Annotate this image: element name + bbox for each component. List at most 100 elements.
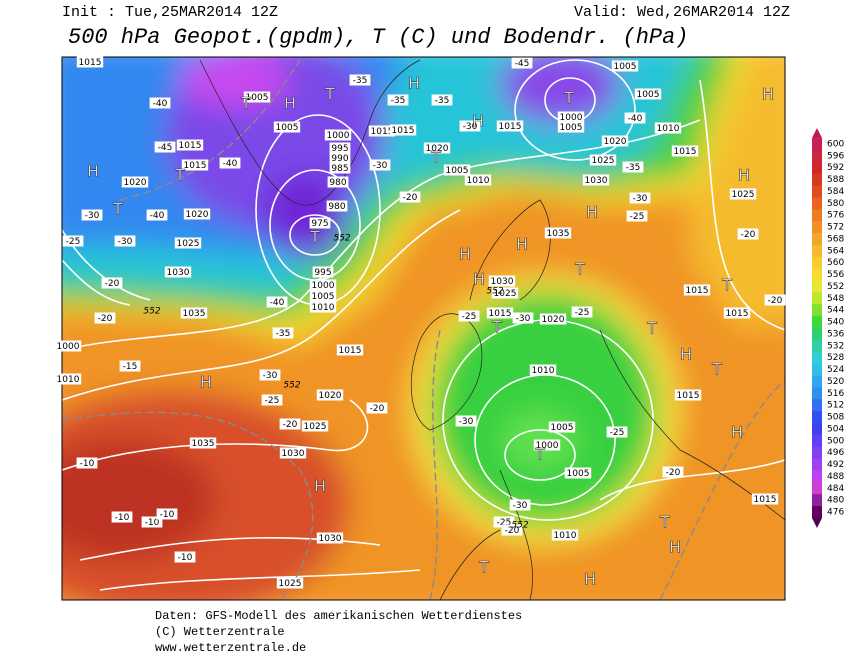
pressure-label: 1025 (732, 190, 755, 200)
temperature-label-bg (154, 141, 176, 153)
temperature-label: -20 (370, 404, 385, 414)
colorbar-tick-label: 488 (827, 472, 844, 482)
colorbar-tick-label: 592 (827, 163, 844, 173)
temperature-label-bg (764, 294, 786, 306)
temperature-label-bg (366, 402, 388, 414)
pressure-label-box: 985 (329, 162, 351, 174)
pressure-label-bg (683, 284, 711, 296)
isohypse-label: 552 (283, 381, 300, 391)
temperature-label-box: -25 (261, 394, 283, 406)
pressure-label-box: 1020 (423, 142, 451, 154)
pressure-label-box: 1035 (544, 227, 572, 239)
temperature-label: -20 (741, 230, 756, 240)
temperature-label-box: -35 (431, 94, 453, 106)
pressure-label-bg (309, 279, 337, 291)
pressure-label-box: 1000 (54, 340, 82, 352)
temperature-label-bg (629, 192, 651, 204)
colorbar-tick-label: 524 (827, 365, 844, 375)
pressure-label-box: 1010 (464, 174, 492, 186)
pressure-label-box: 1030 (164, 266, 192, 278)
colorbar-swatch (812, 233, 822, 246)
pressure-label-bg (276, 577, 304, 589)
temperature-label: -30 (263, 371, 278, 381)
temperature-label-bg (624, 112, 646, 124)
colorbar-tick-label: 552 (827, 282, 844, 292)
temperature-label-box: -25 (493, 516, 515, 528)
pressure-label: 1020 (604, 137, 627, 147)
colorbar-swatch (812, 197, 822, 210)
pressure-label: 1005 (614, 62, 637, 72)
pressure-label: 1010 (57, 375, 80, 385)
colorbar-tick-label: 496 (827, 448, 844, 458)
pressure-label-bg (611, 60, 639, 72)
pressure-label-box: 1015 (76, 56, 104, 68)
temperature-label: -25 (630, 212, 645, 222)
pressure-system: T (240, 94, 251, 113)
temperature-label-box: -30 (629, 192, 651, 204)
pressure-label-bg (544, 227, 572, 239)
pressure-label-box: 1015 (176, 139, 204, 151)
temperature-label-box: -30 (459, 120, 481, 132)
pressure-label-box: 1005 (548, 421, 576, 433)
temperature-label: -40 (150, 211, 165, 221)
temperature-label-bg (174, 551, 196, 563)
pressure-system: T (659, 513, 670, 532)
pressure-label-bg (180, 307, 208, 319)
pressure-label: 1015 (392, 126, 415, 136)
pressure-system: H (87, 162, 99, 181)
pressure-label-bg (634, 88, 662, 100)
temperature-label: -20 (666, 468, 681, 478)
temperature-label: -40 (153, 99, 168, 109)
pressure-label-bg (671, 145, 699, 157)
pressure-label: 1035 (547, 229, 570, 239)
temperature-label: -45 (158, 143, 173, 153)
pressure-label: 1010 (532, 366, 555, 376)
temperature-label-box: -10 (156, 508, 178, 520)
pressure-label-box: 1000 (324, 129, 352, 141)
pressure-label-box: 1015 (486, 307, 514, 319)
colorbar-swatch (812, 411, 822, 424)
isohypse-label: 552 (333, 234, 350, 244)
temperature-label: -40 (628, 114, 643, 124)
pressure-label-bg (496, 120, 524, 132)
pressure-label-bg (189, 437, 217, 449)
pressure-system: T (574, 260, 585, 279)
colorbar-tick-label: 536 (827, 329, 844, 339)
pressure-system: T (309, 228, 320, 247)
temperature-label-bg (261, 394, 283, 406)
pressure-system: H (200, 373, 212, 392)
map-labels: 1015100510051000995990985980980975995100… (54, 56, 786, 589)
temperature-label: -45 (515, 59, 530, 69)
pressure-label-bg (539, 313, 567, 325)
footer-line: www.wetterzentrale.de (155, 641, 306, 655)
temperature-label-bg (509, 499, 531, 511)
pressure-label: 1005 (551, 423, 574, 433)
pressure-label-bg (326, 200, 348, 212)
pressure-label: 1005 (446, 166, 469, 176)
pressure-label-box: 1010 (551, 529, 579, 541)
pressure-label: 1015 (79, 58, 102, 68)
pressure-label-box: 1005 (634, 88, 662, 100)
colorbar-swatch (812, 138, 822, 151)
temperature-label: -35 (626, 163, 641, 173)
pressure-label-box: 1020 (121, 176, 149, 188)
colorbar-tick-label: 508 (827, 413, 844, 423)
pressure-label-box: 1000 (309, 279, 337, 291)
temperature-label-bg (626, 210, 648, 222)
pressure-system: T (112, 200, 123, 219)
colorbar-swatch (812, 185, 822, 198)
pressure-system: H (680, 345, 692, 364)
temperature-label: -10 (115, 513, 130, 523)
pressure-label-bg (529, 364, 557, 376)
temperature-label: -10 (160, 510, 175, 520)
colorbar-tick-label: 492 (827, 460, 844, 470)
pressure-system: T (721, 276, 732, 295)
pressure-label: 1005 (276, 123, 299, 133)
footer-line: (C) Wetterzentrale (155, 625, 285, 639)
colorbar-tick-label: 484 (827, 484, 844, 494)
pressure-system: H (284, 94, 296, 113)
pressure-label: 1020 (124, 178, 147, 188)
pressure-label: 995 (314, 268, 331, 278)
temperature-label-bg (622, 161, 644, 173)
